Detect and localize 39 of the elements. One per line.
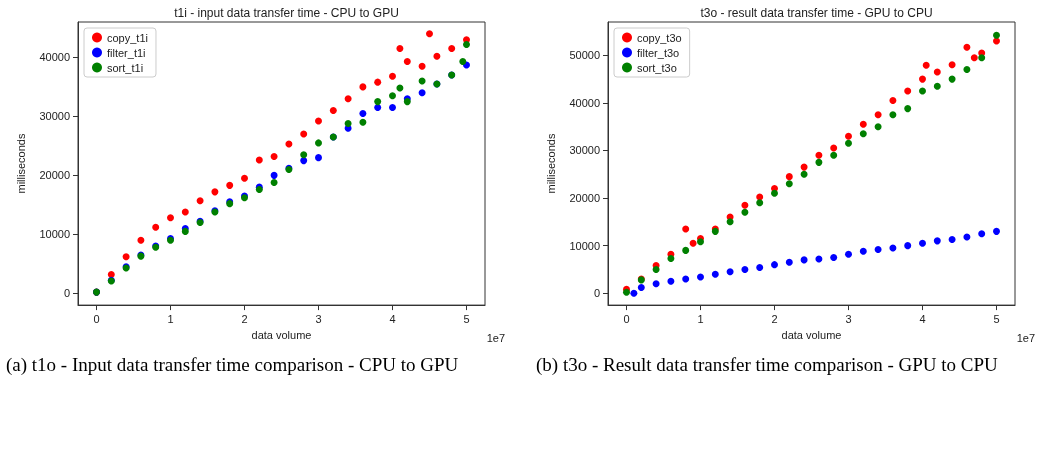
y-tick-label: 10000	[569, 239, 600, 252]
y-tick-label: 50000	[569, 49, 600, 62]
x-tick-label: 5	[463, 312, 470, 325]
y-tick-label: 40000	[39, 51, 70, 64]
y-tick-label: 40000	[569, 96, 600, 109]
y-tick-label: 20000	[39, 169, 70, 182]
legend-label: sort_t1i	[107, 61, 144, 74]
x-tick-label: 1	[697, 312, 704, 325]
y-axis-title: milliseconds	[544, 133, 557, 194]
y-axis-title: milliseconds	[14, 133, 27, 194]
text: (b) t3o - Result data transfer time comparison - GPU to CPU	[535, 353, 999, 377]
text: 1e7	[486, 331, 506, 344]
legend-label: copy_t1i	[107, 31, 148, 44]
x-tick-label: 2	[771, 312, 778, 325]
text: (a) t1o - Input data transfer time comparison - CPU to GPU	[5, 353, 460, 377]
x-tick-label: 3	[845, 312, 852, 325]
x-axis-title: data volume	[251, 328, 312, 341]
legend-label: filter_t3o	[637, 46, 680, 59]
legend-label: copy_t3o	[637, 31, 682, 44]
chart-title: t1i - input data transfer time - CPU to GPU	[174, 6, 399, 20]
x-tick-label: 2	[241, 312, 248, 325]
x-tick-label: 1	[167, 312, 174, 325]
x-tick-label: 4	[919, 312, 926, 325]
y-tick-label: 10000	[39, 228, 70, 241]
text: 1e7	[1016, 331, 1036, 344]
chart-title: t3o - result data transfer time - GPU to CPU	[700, 6, 933, 20]
x-tick-label: 0	[93, 312, 100, 325]
x-axis-title: data volume	[781, 328, 842, 341]
y-tick-label: 0	[63, 287, 70, 300]
x-tick-label: 0	[623, 312, 630, 325]
legend-label: filter_t1i	[107, 46, 146, 59]
y-tick-label: 30000	[569, 144, 600, 157]
x-tick-label: 4	[389, 312, 396, 325]
y-tick-label: 30000	[39, 110, 70, 123]
y-tick-label: 0	[593, 287, 600, 300]
x-tick-label: 5	[993, 312, 1000, 325]
legend-label: sort_t3o	[637, 61, 677, 74]
y-tick-label: 20000	[569, 192, 600, 205]
x-tick-label: 3	[315, 312, 322, 325]
